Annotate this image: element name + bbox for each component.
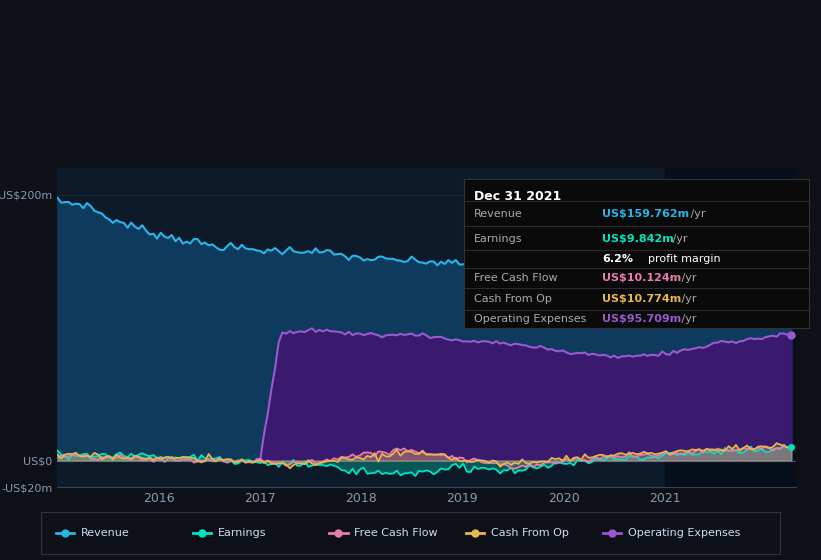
Text: Free Cash Flow: Free Cash Flow	[355, 529, 438, 538]
Text: Earnings: Earnings	[218, 529, 266, 538]
Text: profit margin: profit margin	[649, 254, 721, 264]
Text: Dec 31 2021: Dec 31 2021	[475, 190, 562, 203]
Text: US$159.762m: US$159.762m	[602, 209, 689, 219]
Text: US$10.774m: US$10.774m	[602, 293, 681, 304]
Text: /yr: /yr	[677, 314, 696, 324]
Text: Operating Expenses: Operating Expenses	[628, 529, 740, 538]
Text: Revenue: Revenue	[81, 529, 130, 538]
Text: US$10.124m: US$10.124m	[602, 273, 681, 283]
Text: Earnings: Earnings	[475, 234, 523, 244]
Text: /yr: /yr	[677, 273, 696, 283]
Text: Cash From Op: Cash From Op	[491, 529, 569, 538]
Text: /yr: /yr	[686, 209, 705, 219]
Text: US$9.842m: US$9.842m	[602, 234, 673, 244]
Text: Cash From Op: Cash From Op	[475, 293, 552, 304]
Bar	[665, 168, 796, 487]
Text: /yr: /yr	[668, 234, 687, 244]
Text: 6.2%: 6.2%	[602, 254, 633, 264]
Text: Operating Expenses: Operating Expenses	[475, 314, 586, 324]
Text: Free Cash Flow: Free Cash Flow	[475, 273, 557, 283]
Text: /yr: /yr	[677, 293, 696, 304]
Text: US$95.709m: US$95.709m	[602, 314, 681, 324]
Text: Revenue: Revenue	[475, 209, 523, 219]
